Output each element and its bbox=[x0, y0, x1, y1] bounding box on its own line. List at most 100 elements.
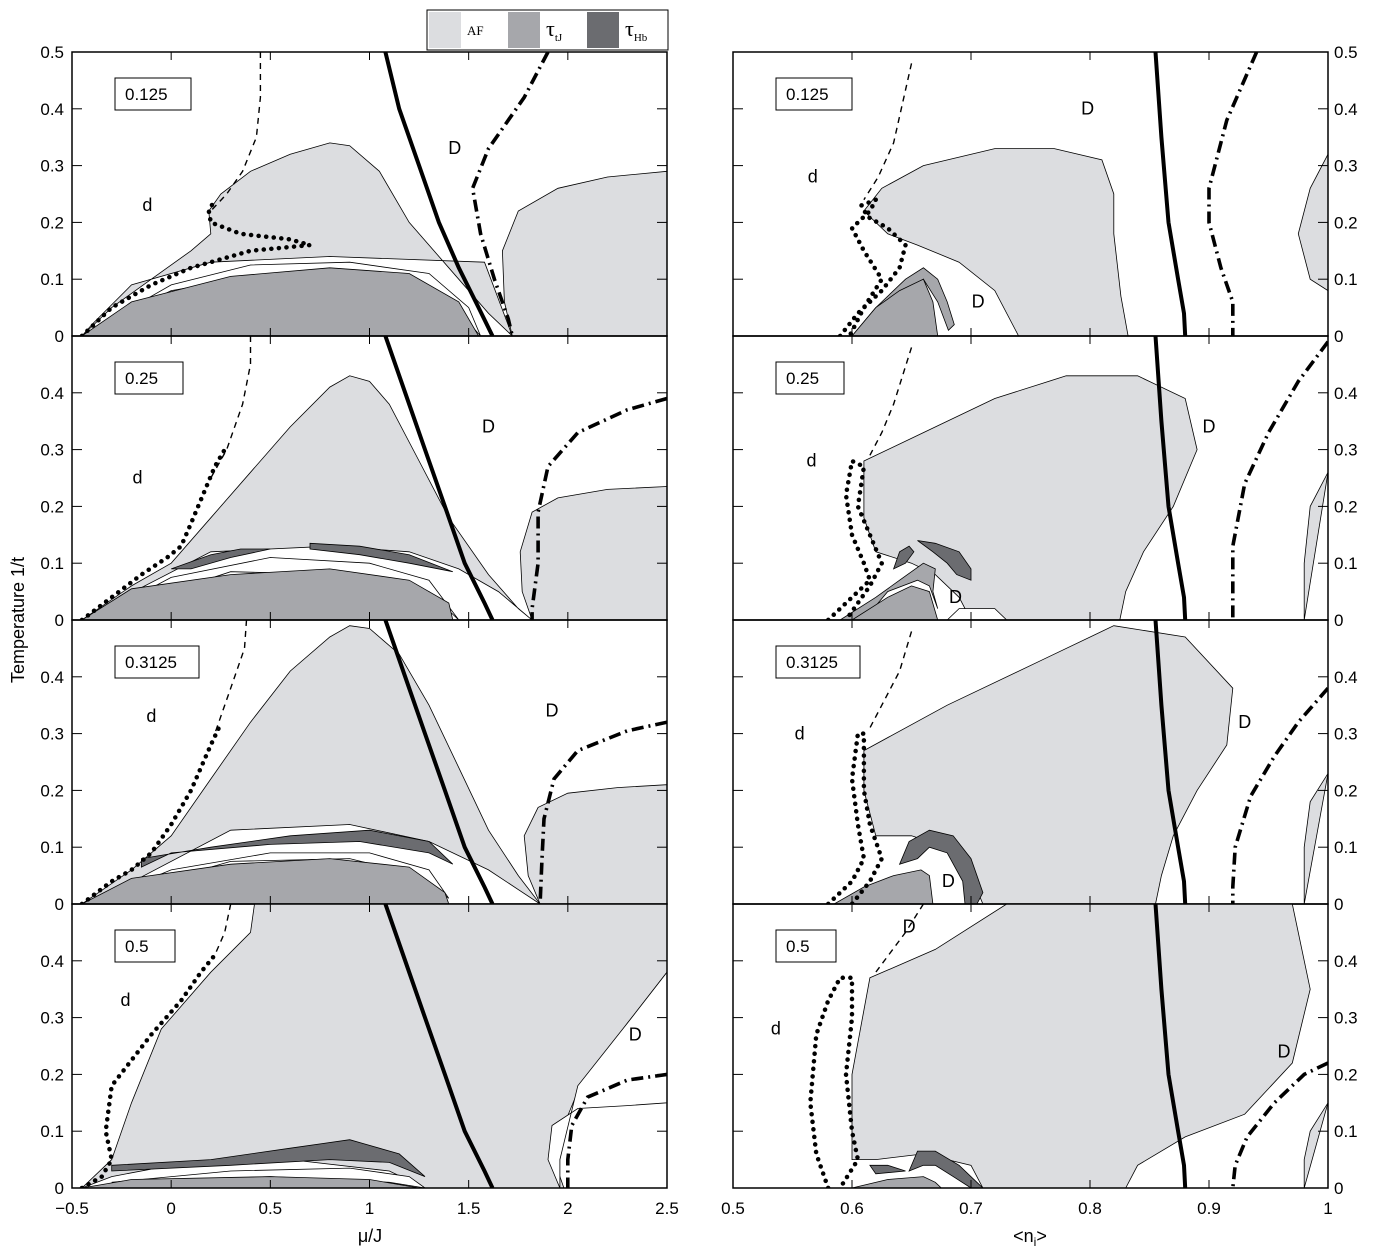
x-tick-label: 0.6 bbox=[840, 1199, 864, 1218]
region-label-D: D bbox=[482, 417, 495, 437]
dotted-boundary-line bbox=[825, 457, 885, 620]
y-tick-label: 0.2 bbox=[1334, 1065, 1358, 1084]
y-tick-label: 0.4 bbox=[1334, 100, 1358, 119]
x-tick-label: 0.9 bbox=[1197, 1199, 1221, 1218]
x-tick-label: 1 bbox=[365, 1199, 374, 1218]
panel-tag-label: 0.5 bbox=[125, 937, 149, 956]
region-label-d: d bbox=[808, 167, 818, 187]
region-label-D: D bbox=[545, 701, 558, 721]
dotted-boundary-line bbox=[79, 447, 227, 620]
region-label-D: D bbox=[1277, 1041, 1290, 1061]
x-tick-label: 2 bbox=[563, 1199, 572, 1218]
x-tick-label: 0.8 bbox=[1078, 1199, 1102, 1218]
af-region bbox=[1303, 1102, 1328, 1188]
x-tick-label: 2.5 bbox=[655, 1199, 679, 1218]
y-tick-label: 0.2 bbox=[40, 781, 64, 800]
region-label-d: d bbox=[121, 990, 131, 1010]
tau-tj-region bbox=[851, 585, 939, 620]
y-tick-label: 0.3 bbox=[1334, 157, 1358, 176]
dashdot-boundary-line bbox=[1231, 1061, 1328, 1188]
region-label-D: D bbox=[903, 916, 916, 936]
panel-plot-area bbox=[825, 620, 1328, 904]
dashed-crossover-line bbox=[210, 52, 262, 212]
y-tick-label: 0.2 bbox=[40, 1065, 64, 1084]
dotted-boundary-line bbox=[79, 725, 222, 904]
legend-swatch-2 bbox=[508, 12, 540, 48]
y-tick-label: 0.3 bbox=[1334, 1009, 1358, 1028]
y-tick-label: 0.1 bbox=[1334, 838, 1358, 857]
tau-tj-region bbox=[81, 568, 454, 620]
dashed-crossover-line bbox=[210, 336, 252, 479]
y-tick-label: 0.2 bbox=[1334, 497, 1358, 516]
region-label-D: D bbox=[1081, 98, 1094, 118]
y-tick-label: 0 bbox=[1334, 1179, 1343, 1198]
dashed-crossover-line bbox=[863, 63, 913, 201]
af-region bbox=[863, 375, 1198, 620]
legend: AF τtJ τHb bbox=[426, 9, 669, 51]
region-label-D: D bbox=[949, 587, 962, 607]
dashdot-boundary-line bbox=[566, 1072, 667, 1188]
legend-label-2: τtJ bbox=[546, 16, 563, 44]
region-label-d: d bbox=[771, 1019, 781, 1039]
x-tick-label: 0.5 bbox=[259, 1199, 283, 1218]
left-panel-3: d D 0.3125 0 0.1 0.2 0.3 0.4 bbox=[40, 619, 668, 914]
panel-plot-area bbox=[79, 52, 667, 336]
panel-tag-label: 0.125 bbox=[125, 85, 168, 104]
axis-labels: Temperature 1/t μ/J <ni> bbox=[8, 557, 1047, 1247]
panel-frame bbox=[732, 903, 1329, 1189]
region-label-d: d bbox=[146, 706, 156, 726]
y-tick-label: 0.3 bbox=[40, 725, 64, 744]
dashed-crossover-line bbox=[869, 631, 913, 729]
af-region bbox=[1297, 154, 1328, 292]
dotted-boundary-line bbox=[79, 197, 311, 336]
left-panel-1: d D 0.125 0 0.1 0.2 0.3 0.4 0.5 bbox=[40, 43, 668, 346]
tau-hb-region bbox=[869, 1164, 906, 1175]
y-tick-label: 0.3 bbox=[40, 157, 64, 176]
panel-plot-area bbox=[825, 336, 1328, 620]
right-panel-1: d D D 0.125 0 0.1 0.2 0.3 0.4 0.5 bbox=[732, 43, 1358, 346]
tau-hb-region bbox=[309, 542, 453, 573]
solid-boundary-line bbox=[383, 336, 495, 620]
y-tick-label: 0.1 bbox=[40, 554, 64, 573]
af-region bbox=[519, 486, 667, 620]
panel-plot-area bbox=[79, 336, 667, 620]
y-tick-label: 0.2 bbox=[40, 497, 64, 516]
solid-boundary-line bbox=[383, 620, 495, 904]
dotted-boundary-line bbox=[808, 975, 861, 1188]
tau-hb-region bbox=[917, 540, 972, 581]
region-label-d: d bbox=[795, 723, 805, 743]
y-tick-label: 0.4 bbox=[1334, 952, 1358, 971]
x-tick-label: 1 bbox=[1323, 1199, 1332, 1218]
y-tick-label: 0.1 bbox=[40, 270, 64, 289]
y-tick-label: 0.1 bbox=[1334, 1122, 1358, 1141]
region-label-D: D bbox=[1203, 417, 1216, 437]
panel-plot-area bbox=[808, 904, 1328, 1188]
af-region bbox=[523, 784, 667, 904]
y-tick-label: 0.5 bbox=[1334, 43, 1358, 62]
panel-tag-box bbox=[775, 645, 861, 679]
legend-label-1: AF bbox=[467, 23, 484, 38]
af-region bbox=[1303, 773, 1328, 904]
left-x-axis-label: μ/J bbox=[358, 1226, 382, 1246]
region-label-D: D bbox=[629, 1024, 642, 1044]
solid-boundary-line bbox=[1153, 336, 1188, 620]
y-tick-label: 0 bbox=[55, 895, 64, 914]
dashdot-boundary-line bbox=[1231, 687, 1328, 904]
solid-boundary-line bbox=[1153, 52, 1188, 336]
left-panel-2: d D 0.25 0 0.1 0.2 0.3 0.4 bbox=[40, 335, 668, 630]
tau-hb-region bbox=[171, 548, 271, 570]
dashdot-boundary-line bbox=[538, 720, 667, 904]
tau-hb-region bbox=[892, 545, 915, 570]
y-tick-label: 0.1 bbox=[40, 1122, 64, 1141]
panel-tag-box bbox=[114, 361, 184, 395]
af-region bbox=[863, 625, 1234, 904]
panel-tag-box bbox=[114, 645, 200, 679]
y-tick-label: 0 bbox=[55, 1179, 64, 1198]
y-tick-label: 0 bbox=[55, 611, 64, 630]
dotted-boundary-line bbox=[825, 731, 885, 904]
y-tick-label: 0.1 bbox=[1334, 554, 1358, 573]
right-panel-3: d D D 0.3125 0 0.1 0.2 0.3 0.4 bbox=[732, 619, 1358, 914]
solid-boundary-line bbox=[1153, 620, 1188, 904]
legend-box bbox=[426, 9, 669, 51]
y-tick-label: 0.4 bbox=[1334, 668, 1358, 687]
